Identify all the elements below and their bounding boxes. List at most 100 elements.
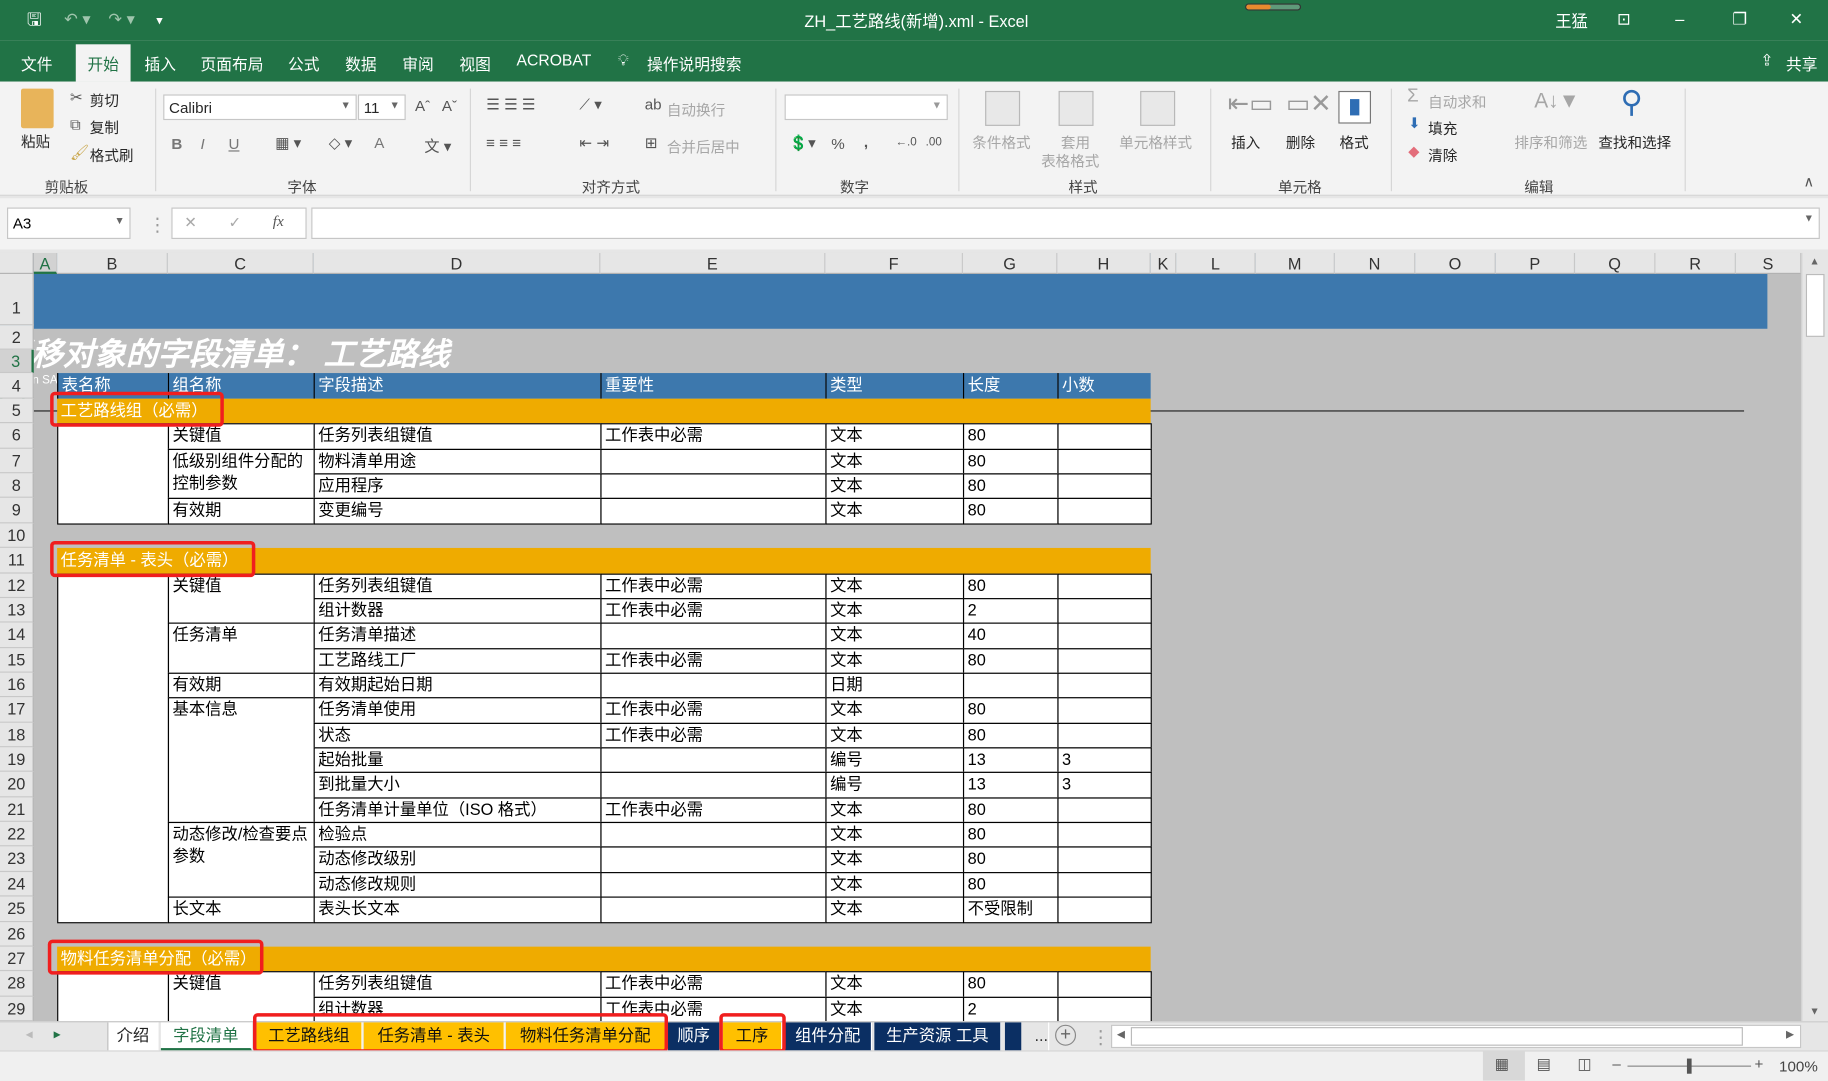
vertical-scroll-thumb[interactable] bbox=[1805, 273, 1825, 337]
wrap-text-button[interactable]: 自动换行 bbox=[666, 102, 726, 119]
importance-cell[interactable] bbox=[600, 747, 827, 774]
column-header-h[interactable]: H bbox=[1057, 252, 1151, 274]
group-name-cell[interactable]: 长文本 bbox=[167, 896, 315, 923]
type-cell[interactable]: 文本 bbox=[825, 896, 965, 923]
type-cell[interactable]: 文本 bbox=[825, 797, 965, 824]
length-cell[interactable]: 80 bbox=[962, 448, 1059, 475]
sheet-tab[interactable]: 任务清单 - 表头 bbox=[363, 1022, 505, 1051]
importance-cell[interactable] bbox=[600, 473, 827, 500]
decimals-cell[interactable] bbox=[1057, 846, 1152, 873]
field-description-cell[interactable]: 任务清单计量单位（ISO 格式） bbox=[313, 797, 602, 824]
italic-button[interactable]: I bbox=[200, 135, 205, 153]
zoom-level[interactable]: 100% bbox=[1779, 1057, 1818, 1075]
more-sheets-button[interactable]: ... bbox=[1004, 1022, 1050, 1051]
scroll-down-icon[interactable]: ▼ bbox=[1809, 1004, 1820, 1017]
row-header-11[interactable]: 11 bbox=[0, 548, 34, 574]
row-header-4[interactable]: 4 bbox=[0, 373, 34, 399]
type-cell[interactable]: 文本 bbox=[825, 971, 965, 998]
font-name-select[interactable]: Calibri ▼ bbox=[163, 94, 357, 121]
decimals-cell[interactable] bbox=[1057, 722, 1152, 749]
row-header-22[interactable]: 22 bbox=[0, 822, 34, 847]
importance-cell[interactable] bbox=[600, 772, 827, 799]
horizontal-scroll-thumb[interactable] bbox=[1130, 1027, 1743, 1046]
field-description-cell[interactable]: 组计数器 bbox=[313, 597, 602, 624]
length-cell[interactable]: 80 bbox=[962, 498, 1059, 525]
column-header-r[interactable]: R bbox=[1655, 252, 1736, 274]
decimals-cell[interactable] bbox=[1057, 473, 1152, 500]
importance-cell[interactable] bbox=[600, 448, 827, 475]
decimals-cell[interactable] bbox=[1057, 597, 1152, 624]
importance-cell[interactable] bbox=[600, 896, 827, 923]
fill-button[interactable]: 填充 bbox=[1428, 121, 1458, 138]
field-description-cell[interactable]: 任务列表组键值 bbox=[313, 423, 602, 450]
type-cell[interactable]: 文本 bbox=[825, 423, 965, 450]
type-cell[interactable]: 文本 bbox=[825, 871, 965, 898]
row-header-17[interactable]: 17 bbox=[0, 697, 34, 723]
new-sheet-icon[interactable]: + bbox=[1055, 1024, 1077, 1046]
autosum-button[interactable]: 自动求和 bbox=[1428, 94, 1487, 111]
find-select-button[interactable]: 查找和选择 bbox=[1598, 135, 1672, 152]
tab-scroll-right-icon[interactable]: ▸ bbox=[53, 1025, 61, 1043]
share-icon[interactable]: ⇪ bbox=[1760, 51, 1774, 69]
importance-cell[interactable]: 工作表中必需 bbox=[600, 697, 827, 724]
tab-page-layout[interactable]: 页面布局 bbox=[200, 55, 264, 74]
row-header-24[interactable]: 24 bbox=[0, 871, 34, 897]
column-header-l[interactable]: L bbox=[1176, 252, 1256, 274]
importance-cell[interactable]: 工作表中必需 bbox=[600, 597, 827, 624]
decimals-cell[interactable] bbox=[1057, 672, 1152, 699]
decimals-cell[interactable] bbox=[1057, 822, 1152, 849]
length-cell[interactable]: 80 bbox=[962, 822, 1059, 849]
tab-scroll-left-icon[interactable]: ◂ bbox=[25, 1025, 33, 1043]
type-cell[interactable]: 文本 bbox=[825, 822, 965, 849]
importance-cell[interactable]: 工作表中必需 bbox=[600, 797, 827, 824]
redo-icon[interactable]: ↷ ▾ bbox=[108, 9, 135, 28]
field-description-cell[interactable]: 应用程序 bbox=[313, 473, 602, 500]
length-cell[interactable] bbox=[962, 672, 1059, 699]
drag-handle-icon[interactable]: ⋮ bbox=[148, 215, 167, 236]
align-top-icon[interactable]: ☰ ☰ ☰ bbox=[486, 95, 536, 114]
column-header-k[interactable]: K bbox=[1150, 252, 1177, 274]
decimals-cell[interactable] bbox=[1057, 423, 1152, 450]
importance-cell[interactable] bbox=[600, 846, 827, 873]
formula-input[interactable]: ▼ bbox=[311, 207, 1820, 239]
decimals-cell[interactable]: 3 bbox=[1057, 772, 1152, 799]
worksheet-grid[interactable]: A B C D E F G H K L M N O P Q R S 1 2 3 4 5 6 7 8 9 10 11 12 13 14 15 16… bbox=[0, 252, 1802, 1022]
sheet-tab[interactable]: 顺序 bbox=[668, 1022, 721, 1051]
row-header-18[interactable]: 18 bbox=[0, 722, 34, 748]
importance-cell[interactable]: 工作表中必需 bbox=[600, 573, 827, 600]
length-cell[interactable]: 13 bbox=[962, 747, 1059, 774]
column-header-f[interactable]: F bbox=[825, 252, 963, 274]
row-header-13[interactable]: 13 bbox=[0, 597, 34, 623]
type-cell[interactable]: 文本 bbox=[825, 996, 965, 1022]
row-header-14[interactable]: 14 bbox=[0, 622, 34, 648]
tab-insert[interactable]: 插入 bbox=[144, 55, 177, 74]
increase-decimal-icon[interactable]: ←.0 bbox=[895, 136, 917, 150]
field-description-cell[interactable]: 检验点 bbox=[313, 822, 602, 849]
sheet-tab[interactable]: 工艺路线组 bbox=[256, 1022, 363, 1051]
column-header-a[interactable]: A bbox=[33, 252, 58, 274]
paste-button[interactable]: 粘贴 bbox=[20, 134, 51, 151]
row-header-9[interactable]: 9 bbox=[0, 498, 34, 524]
type-cell[interactable]: 文本 bbox=[825, 722, 965, 749]
number-format-select[interactable]: ▼ bbox=[784, 94, 948, 121]
length-cell[interactable]: 80 bbox=[962, 423, 1059, 450]
row-header-28[interactable]: 28 bbox=[0, 971, 34, 997]
row-header-10[interactable]: 10 bbox=[0, 523, 34, 549]
length-cell[interactable]: 80 bbox=[962, 697, 1059, 724]
horizontal-scrollbar[interactable]: ◀ ▶ bbox=[1111, 1024, 1802, 1049]
sheet-tab-truncated[interactable] bbox=[1004, 1022, 1022, 1051]
field-description-cell[interactable]: 组计数器 bbox=[313, 996, 602, 1022]
scroll-up-icon[interactable]: ▲ bbox=[1809, 255, 1820, 267]
decimals-cell[interactable] bbox=[1057, 498, 1152, 525]
length-cell[interactable]: 80 bbox=[962, 473, 1059, 500]
sheet-tab[interactable]: 介绍 bbox=[107, 1022, 159, 1051]
importance-cell[interactable] bbox=[600, 498, 827, 525]
minimize-icon[interactable]: – bbox=[1675, 9, 1685, 28]
cell-styles-button[interactable]: 单元格样式 bbox=[1119, 135, 1193, 152]
length-cell[interactable]: 80 bbox=[962, 871, 1059, 898]
copy-button[interactable]: 复制 bbox=[89, 120, 119, 137]
row-header-26[interactable]: 26 bbox=[0, 921, 34, 947]
format-as-table-button-line2[interactable]: 表格格式 bbox=[1041, 153, 1100, 171]
tab-review[interactable]: 审阅 bbox=[402, 55, 434, 74]
sheet-tab[interactable]: 物料任务清单分配 bbox=[505, 1022, 666, 1051]
